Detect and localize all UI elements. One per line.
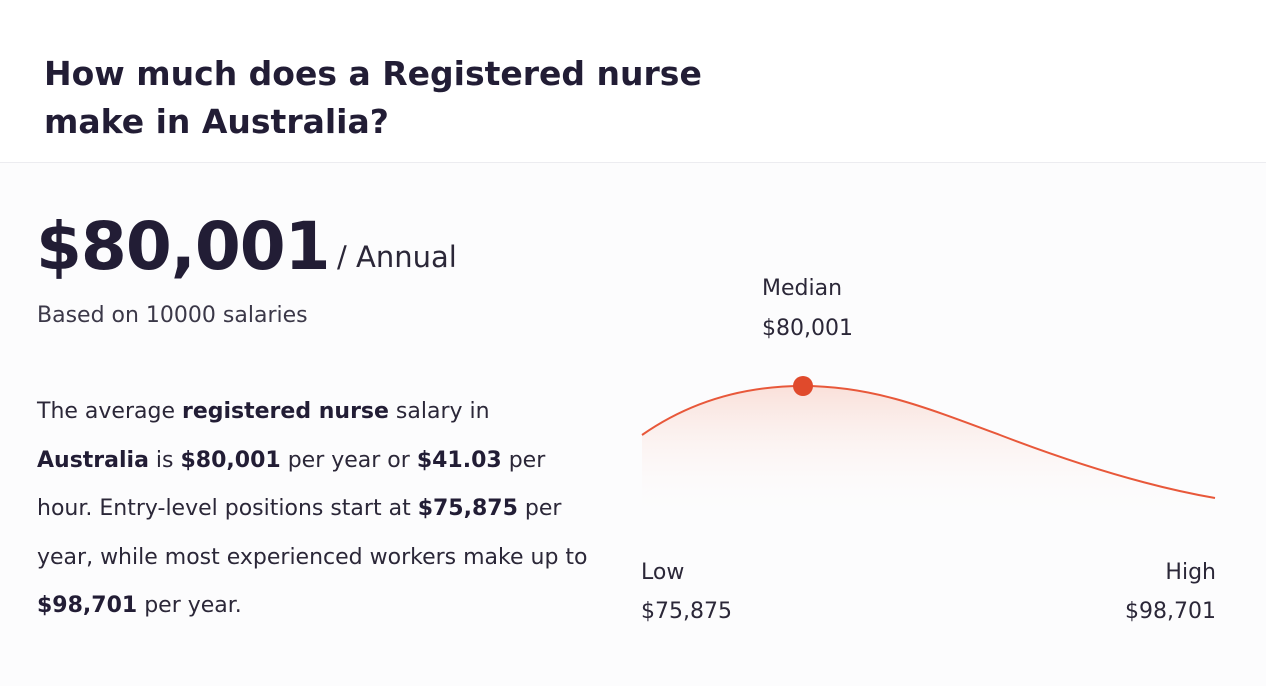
description-text: per year. (137, 593, 242, 618)
median-marker (793, 376, 813, 396)
median-value: $80,001 (762, 316, 853, 341)
salary-period: / Annual (337, 240, 457, 274)
description-bold-job: registered nurse (181, 399, 389, 424)
description-text: salary in (388, 399, 490, 424)
description-text: per hour. Entry-level positions start at (37, 447, 546, 522)
description-text: per year or (280, 447, 417, 473)
description-bold-hourly: $41.03 (416, 447, 502, 473)
description-text: is (148, 447, 181, 473)
description-bold-entry: $75,875 (417, 496, 518, 521)
high-label: High (1165, 560, 1216, 585)
curve-line (641, 384, 1216, 499)
salary-distribution-curve (641, 376, 1216, 520)
title-line-1: How much does a Registered nurse (44, 54, 702, 93)
low-value: $75,875 (641, 599, 732, 624)
title-line-2: make in Australia? (44, 102, 389, 141)
average-salary: $80,001 (36, 208, 331, 285)
salary-description: The average registered nurse salary in A… (37, 388, 597, 631)
curve-fill (642, 386, 1215, 520)
description-bold-location: Australia (37, 447, 149, 473)
high-value: $98,701 (1125, 599, 1216, 624)
page-title: How much does a Registered nurse make in… (44, 50, 744, 146)
card-header: How much does a Registered nurse make in… (0, 0, 1266, 163)
salary-basis: Based on 10000 salaries (37, 303, 308, 328)
description-bold-experienced: $98,701 (37, 593, 138, 618)
low-label: Low (641, 560, 685, 585)
description-bold-annual: $80,001 (180, 447, 281, 473)
description-text: The average (37, 399, 182, 424)
description-text: per year, while most experienced workers… (37, 496, 588, 570)
median-label: Median (762, 276, 843, 301)
